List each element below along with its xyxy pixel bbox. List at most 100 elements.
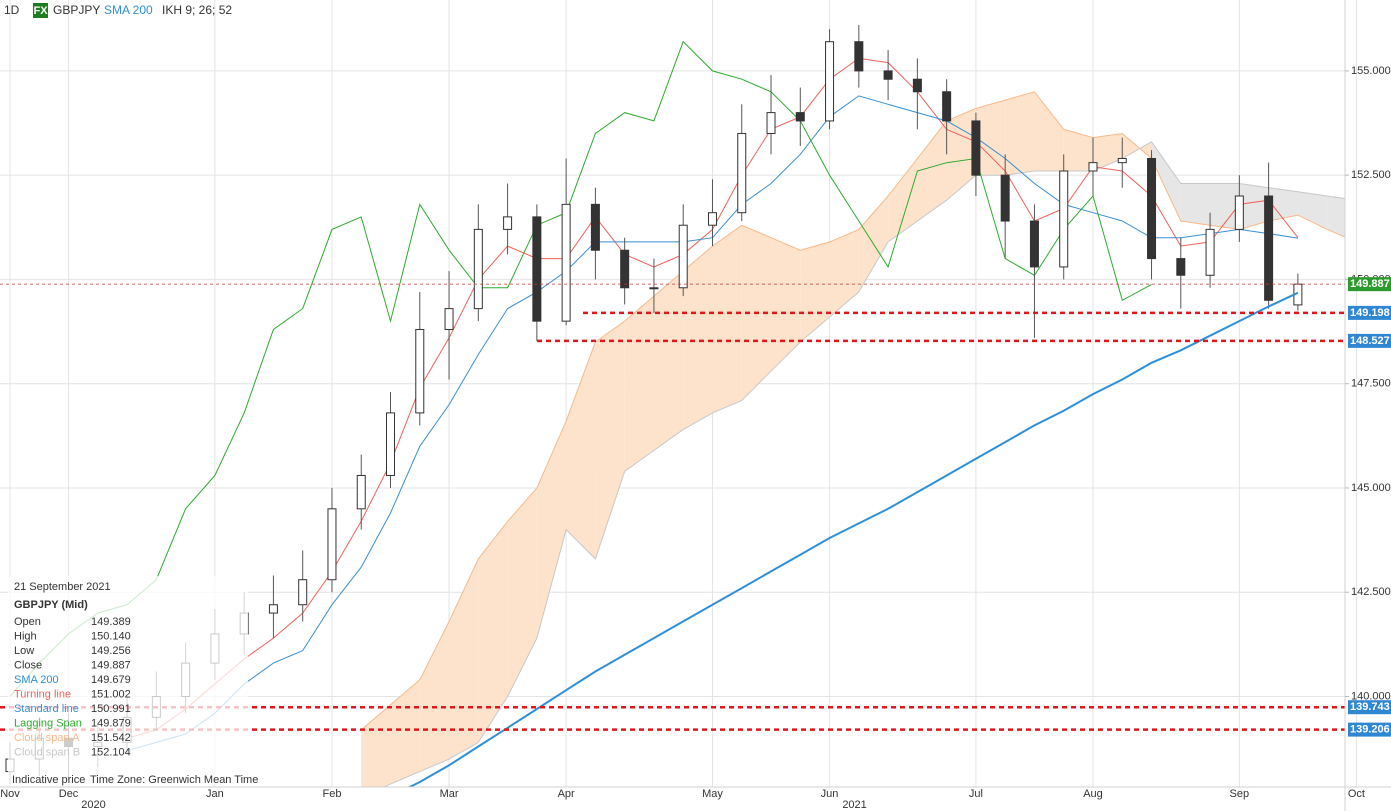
cloud-fill <box>683 246 713 430</box>
candle-body <box>825 41 835 122</box>
panel-row-label: Standard line <box>14 703 79 715</box>
panel-date: 21 September 2021 <box>14 581 111 593</box>
cloud-fill <box>595 321 625 559</box>
candle-body <box>1117 157 1127 164</box>
cloud-fill <box>536 421 567 639</box>
candle-body <box>942 91 952 122</box>
cloud-fill <box>653 271 684 451</box>
y-tick-label: 140.000 <box>1351 690 1391 702</box>
panel-row-value: 149.887 <box>91 659 131 671</box>
x-year-label: 2021 <box>842 799 866 811</box>
badge-bg <box>33 3 48 18</box>
candle-body <box>415 328 425 414</box>
current-price-bg <box>1348 277 1391 292</box>
candle-body <box>649 287 659 290</box>
candle-body <box>1088 162 1098 172</box>
cloud-fill <box>1327 196 1345 238</box>
panel-row-label: Cloud span B <box>14 746 80 758</box>
candle-body <box>971 120 981 176</box>
cloud-fill <box>917 120 947 222</box>
interval[interactable]: 1D <box>4 3 20 17</box>
candle-body <box>268 604 278 614</box>
badge: FX <box>33 5 48 17</box>
candle-body <box>1205 228 1215 276</box>
cloud-fill <box>771 237 801 372</box>
y-tick-label: 145.000 <box>1351 482 1391 494</box>
cloud-fill <box>624 296 654 472</box>
panel-row-value: 151.002 <box>91 688 131 700</box>
cloud-fill <box>829 229 859 317</box>
cloud-fill <box>1092 133 1123 171</box>
indicator-line <box>407 291 1299 787</box>
x-tick-label: Dec <box>59 788 79 800</box>
level-label-bg <box>1348 305 1391 320</box>
panel-row-label: Low <box>14 645 34 657</box>
candle-body <box>356 474 366 510</box>
candle-body <box>561 203 571 322</box>
header: 1D FX GBPJPY SMA 200 IKH 9; 26; 52 <box>4 3 232 18</box>
panel-row-value: 150.140 <box>91 630 131 642</box>
cloud-fill <box>1063 129 1093 171</box>
candle-body <box>386 412 396 476</box>
level-label-bg <box>1348 333 1391 348</box>
candle-body <box>532 216 542 322</box>
candle-body <box>795 112 805 122</box>
candle-body <box>883 70 893 80</box>
indicator[interactable]: SMA 200 <box>104 3 153 17</box>
plot-area <box>0 25 1345 787</box>
x-tick-label: May <box>702 788 723 800</box>
level-label-bg <box>1348 722 1391 737</box>
panel-row-value: 149.389 <box>91 616 131 628</box>
panel-row-value: 149.679 <box>91 674 131 686</box>
candle-body <box>1147 157 1157 260</box>
panel-row-value: 151.542 <box>91 732 131 744</box>
x-tick-label: Mar <box>440 788 459 800</box>
cloud-fill <box>1180 183 1211 226</box>
candle-body <box>1234 195 1244 230</box>
cloud-fill <box>888 158 918 242</box>
level-label: 139.743 <box>1350 701 1390 713</box>
level-label: 148.527 <box>1350 335 1390 347</box>
candle-body <box>1176 258 1186 276</box>
panel-footer: Indicative price <box>12 774 85 786</box>
panel-row-label: SMA 200 <box>14 674 59 686</box>
candle-body <box>1059 170 1069 268</box>
panel-row-value: 152.104 <box>91 746 131 758</box>
x-tick-label: Sep <box>1230 788 1250 800</box>
candle-body <box>327 508 337 581</box>
candle-body <box>912 78 922 93</box>
cloud-fill <box>390 679 420 785</box>
cloud-fill <box>566 341 596 559</box>
symbol[interactable]: GBPJPY <box>53 3 100 17</box>
candle-body <box>766 112 776 134</box>
cloud-fill <box>712 225 742 413</box>
indicator-line <box>360 91 1345 731</box>
cloud-fill <box>478 521 508 743</box>
candle-body <box>473 228 483 310</box>
cloud-fill <box>1239 183 1269 230</box>
axes: 140.000142.500145.000147.500150.000152.5… <box>0 65 1391 811</box>
y-tick-label: 142.500 <box>1351 586 1391 598</box>
candle-body <box>444 308 454 330</box>
level-label: 149.198 <box>1350 307 1390 319</box>
cloud-fill <box>946 108 976 201</box>
indicator[interactable]: IKH 9; 26; 52 <box>162 3 232 17</box>
panel-row-label: Turning line <box>14 688 71 700</box>
panel-row-label: Cloud span A <box>14 732 80 744</box>
panel-instrument: GBPJPY (Mid) <box>14 599 88 611</box>
candle-body <box>678 224 688 289</box>
cloud-fill <box>1210 183 1240 230</box>
panel-row-label: Open <box>14 616 41 628</box>
cloud-fill <box>1297 191 1328 230</box>
cloud-fill <box>1268 187 1298 222</box>
x-tick-label: Oct <box>1348 788 1365 800</box>
candle-body <box>1000 174 1010 222</box>
candle-body <box>707 212 717 226</box>
indicator-line <box>382 141 1345 787</box>
panel-row-value: 149.256 <box>91 645 131 657</box>
panel-bg <box>8 576 248 786</box>
cloud-fill <box>800 241 830 342</box>
x-tick-label: Jan <box>206 788 224 800</box>
indicator-line <box>9 40 1152 697</box>
y-tick-label: 152.500 <box>1351 169 1391 181</box>
